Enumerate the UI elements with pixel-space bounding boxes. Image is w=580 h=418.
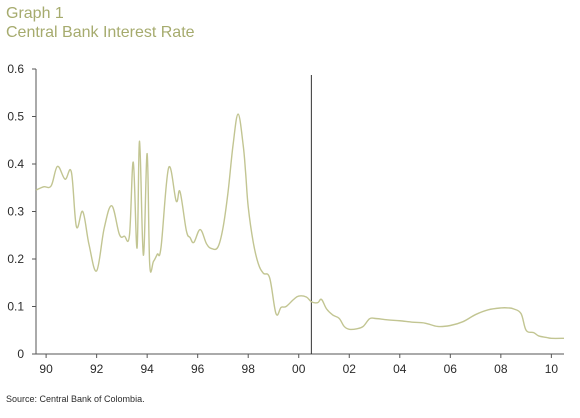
y-tick-label: 0.4 xyxy=(7,157,24,171)
data-points xyxy=(35,113,566,340)
interest-rate-line xyxy=(35,113,565,340)
x-tick-label: 90 xyxy=(39,362,53,376)
x-tick-label: 04 xyxy=(393,362,407,376)
x-tick-label: 92 xyxy=(90,362,104,376)
chart-subtitle: Central Bank Interest Rate xyxy=(6,24,195,41)
y-tick-label: 0.5 xyxy=(7,110,24,124)
x-tick-label: 06 xyxy=(444,362,458,376)
chart-title: Graph 1 xyxy=(6,5,64,22)
y-tick-label: 0.6 xyxy=(7,62,24,76)
y-tick-label: 0 xyxy=(17,347,24,361)
x-tick-label: 94 xyxy=(140,362,154,376)
x-tick-label: 02 xyxy=(343,362,357,376)
x-tick-label: 98 xyxy=(242,362,256,376)
y-tick-label: 0.2 xyxy=(7,252,24,266)
y-tick-label: 0.1 xyxy=(7,300,24,314)
x-tick-label: 08 xyxy=(494,362,508,376)
y-axis-ticks: 0 0.1 0.2 0.3 0.4 0.5 0.6 xyxy=(7,62,36,361)
source-note: Source: Central Bank of Colombia. xyxy=(6,394,145,404)
x-tick-label: 10 xyxy=(545,362,559,376)
title-block: Graph 1 Central Bank Interest Rate xyxy=(6,4,195,42)
x-axis-ticks: 90 92 94 96 98 00 02 04 06 08 10 xyxy=(39,354,558,376)
x-tick-label: 00 xyxy=(292,362,306,376)
x-tick-label: 96 xyxy=(191,362,205,376)
y-tick-label: 0.3 xyxy=(7,205,24,219)
